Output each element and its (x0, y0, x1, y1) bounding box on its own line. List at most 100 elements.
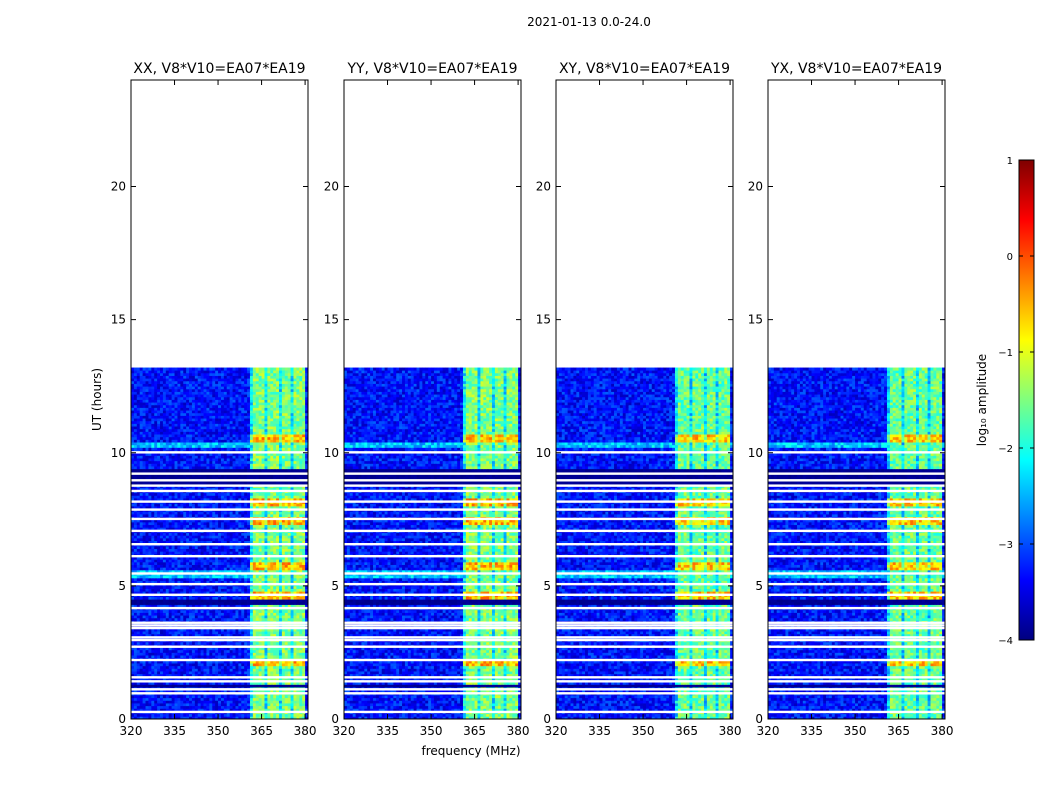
heatmap-cell (151, 652, 154, 655)
heatmap-cell (299, 706, 302, 709)
heatmap-cell (177, 714, 180, 717)
heatmap-cell (227, 703, 230, 706)
heatmap-cell (285, 695, 288, 698)
heatmap-cell (238, 668, 241, 671)
heatmap-cell (163, 663, 166, 666)
heatmap-cell (157, 666, 160, 669)
heatmap-cell (264, 668, 267, 671)
heatmap-cell (180, 698, 183, 701)
heatmap-cell (154, 666, 157, 669)
heatmap-cell (276, 671, 279, 674)
heatmap-cell (250, 668, 253, 671)
heatmap-cell (279, 668, 282, 671)
heatmap-cell (230, 668, 233, 671)
heatmap-cell (296, 652, 299, 655)
heatmap-cell (291, 684, 294, 687)
heatmap-cell (302, 671, 305, 674)
heatmap-cell (146, 698, 149, 701)
heatmap-cell (267, 663, 270, 666)
heatmap-cell (140, 655, 143, 658)
heatmap-cell (201, 698, 204, 701)
heatmap-cell (238, 663, 241, 666)
heatmap-cell (302, 695, 305, 698)
heatmap-cell (189, 703, 192, 706)
heatmap-cell (259, 703, 262, 706)
heatmap-cell (192, 671, 195, 674)
heatmap-cell (166, 700, 169, 703)
heatmap-cell (163, 666, 166, 669)
heatmap-cell (169, 655, 172, 658)
heatmap-cell (151, 695, 154, 698)
heatmap-cell (212, 706, 215, 709)
heatmap-cell (244, 706, 247, 709)
heatmap-cell (215, 700, 218, 703)
heatmap-cell (235, 668, 238, 671)
heatmap-cell (148, 666, 151, 669)
heatmap-cell (160, 703, 163, 706)
heatmap-cell (215, 703, 218, 706)
heatmap-cell (253, 652, 256, 655)
heatmap-cell (288, 698, 291, 701)
heatmap-cell (285, 714, 288, 717)
heatmap-cell (134, 703, 137, 706)
heatmap-cell (175, 684, 178, 687)
heatmap-cell (230, 666, 233, 669)
heatmap-cell (279, 706, 282, 709)
heatmap-cell (186, 663, 189, 666)
heatmap-cell (148, 671, 151, 674)
heatmap-cell (204, 668, 207, 671)
heatmap-cell (160, 655, 163, 658)
heatmap-cell (291, 703, 294, 706)
heatmap-cell (267, 684, 270, 687)
heatmap-cell (186, 700, 189, 703)
heatmap-cell (296, 671, 299, 674)
heatmap-cell (143, 652, 146, 655)
heatmap-cell (151, 655, 154, 658)
heatmap-cell (224, 695, 227, 698)
heatmap-cell (137, 700, 140, 703)
heatmap-cell (238, 684, 241, 687)
heatmap-cell (154, 668, 157, 671)
heatmap-cell (157, 703, 160, 706)
heatmap-cell (215, 695, 218, 698)
heatmap-cell (166, 714, 169, 717)
heatmap-cell (227, 706, 230, 709)
heatmap-cell (154, 655, 157, 658)
heatmap-cell (204, 671, 207, 674)
heatmap-cell (146, 663, 149, 666)
heatmap-cell (148, 684, 151, 687)
heatmap-cell (302, 703, 305, 706)
heatmap-cell (172, 695, 175, 698)
heatmap-cell (218, 666, 221, 669)
heatmap-cell (235, 652, 238, 655)
heatmap-cell (201, 703, 204, 706)
heatmap-cell (262, 703, 265, 706)
heatmap-cell (166, 703, 169, 706)
heatmap-cell (302, 652, 305, 655)
heatmap-cell (143, 666, 146, 669)
heatmap-cell (241, 695, 244, 698)
heatmap-cell (180, 671, 183, 674)
heatmap-cell (253, 668, 256, 671)
heatmap-cell (212, 663, 215, 666)
heatmap-cell (224, 666, 227, 669)
heatmap-cell (169, 663, 172, 666)
heatmap-cell (140, 706, 143, 709)
heatmap-cell (288, 695, 291, 698)
heatmap-cell (273, 714, 276, 717)
heatmap-cell (204, 700, 207, 703)
heatmap-cell (259, 706, 262, 709)
heatmap-cell (160, 663, 163, 666)
heatmap-cell (175, 671, 178, 674)
heatmap-cell (177, 671, 180, 674)
heatmap-cell (157, 668, 160, 671)
heatmap-cell (169, 700, 172, 703)
heatmap-cell (250, 706, 253, 709)
heatmap-cell (172, 700, 175, 703)
heatmap-cell (189, 714, 192, 717)
heatmap-cell (279, 666, 282, 669)
heatmap-cell (221, 684, 224, 687)
heatmap-cell (233, 714, 236, 717)
heatmap-cell (247, 706, 250, 709)
heatmap-cell (195, 714, 198, 717)
